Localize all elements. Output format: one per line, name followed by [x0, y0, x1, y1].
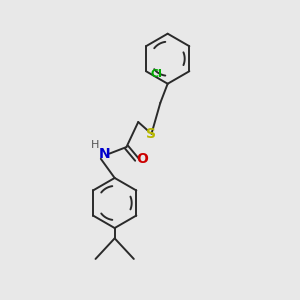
- Text: H: H: [91, 140, 100, 150]
- Text: Cl: Cl: [150, 69, 162, 79]
- Text: S: S: [146, 127, 157, 141]
- Text: O: O: [137, 152, 148, 167]
- Text: N: N: [98, 146, 110, 161]
